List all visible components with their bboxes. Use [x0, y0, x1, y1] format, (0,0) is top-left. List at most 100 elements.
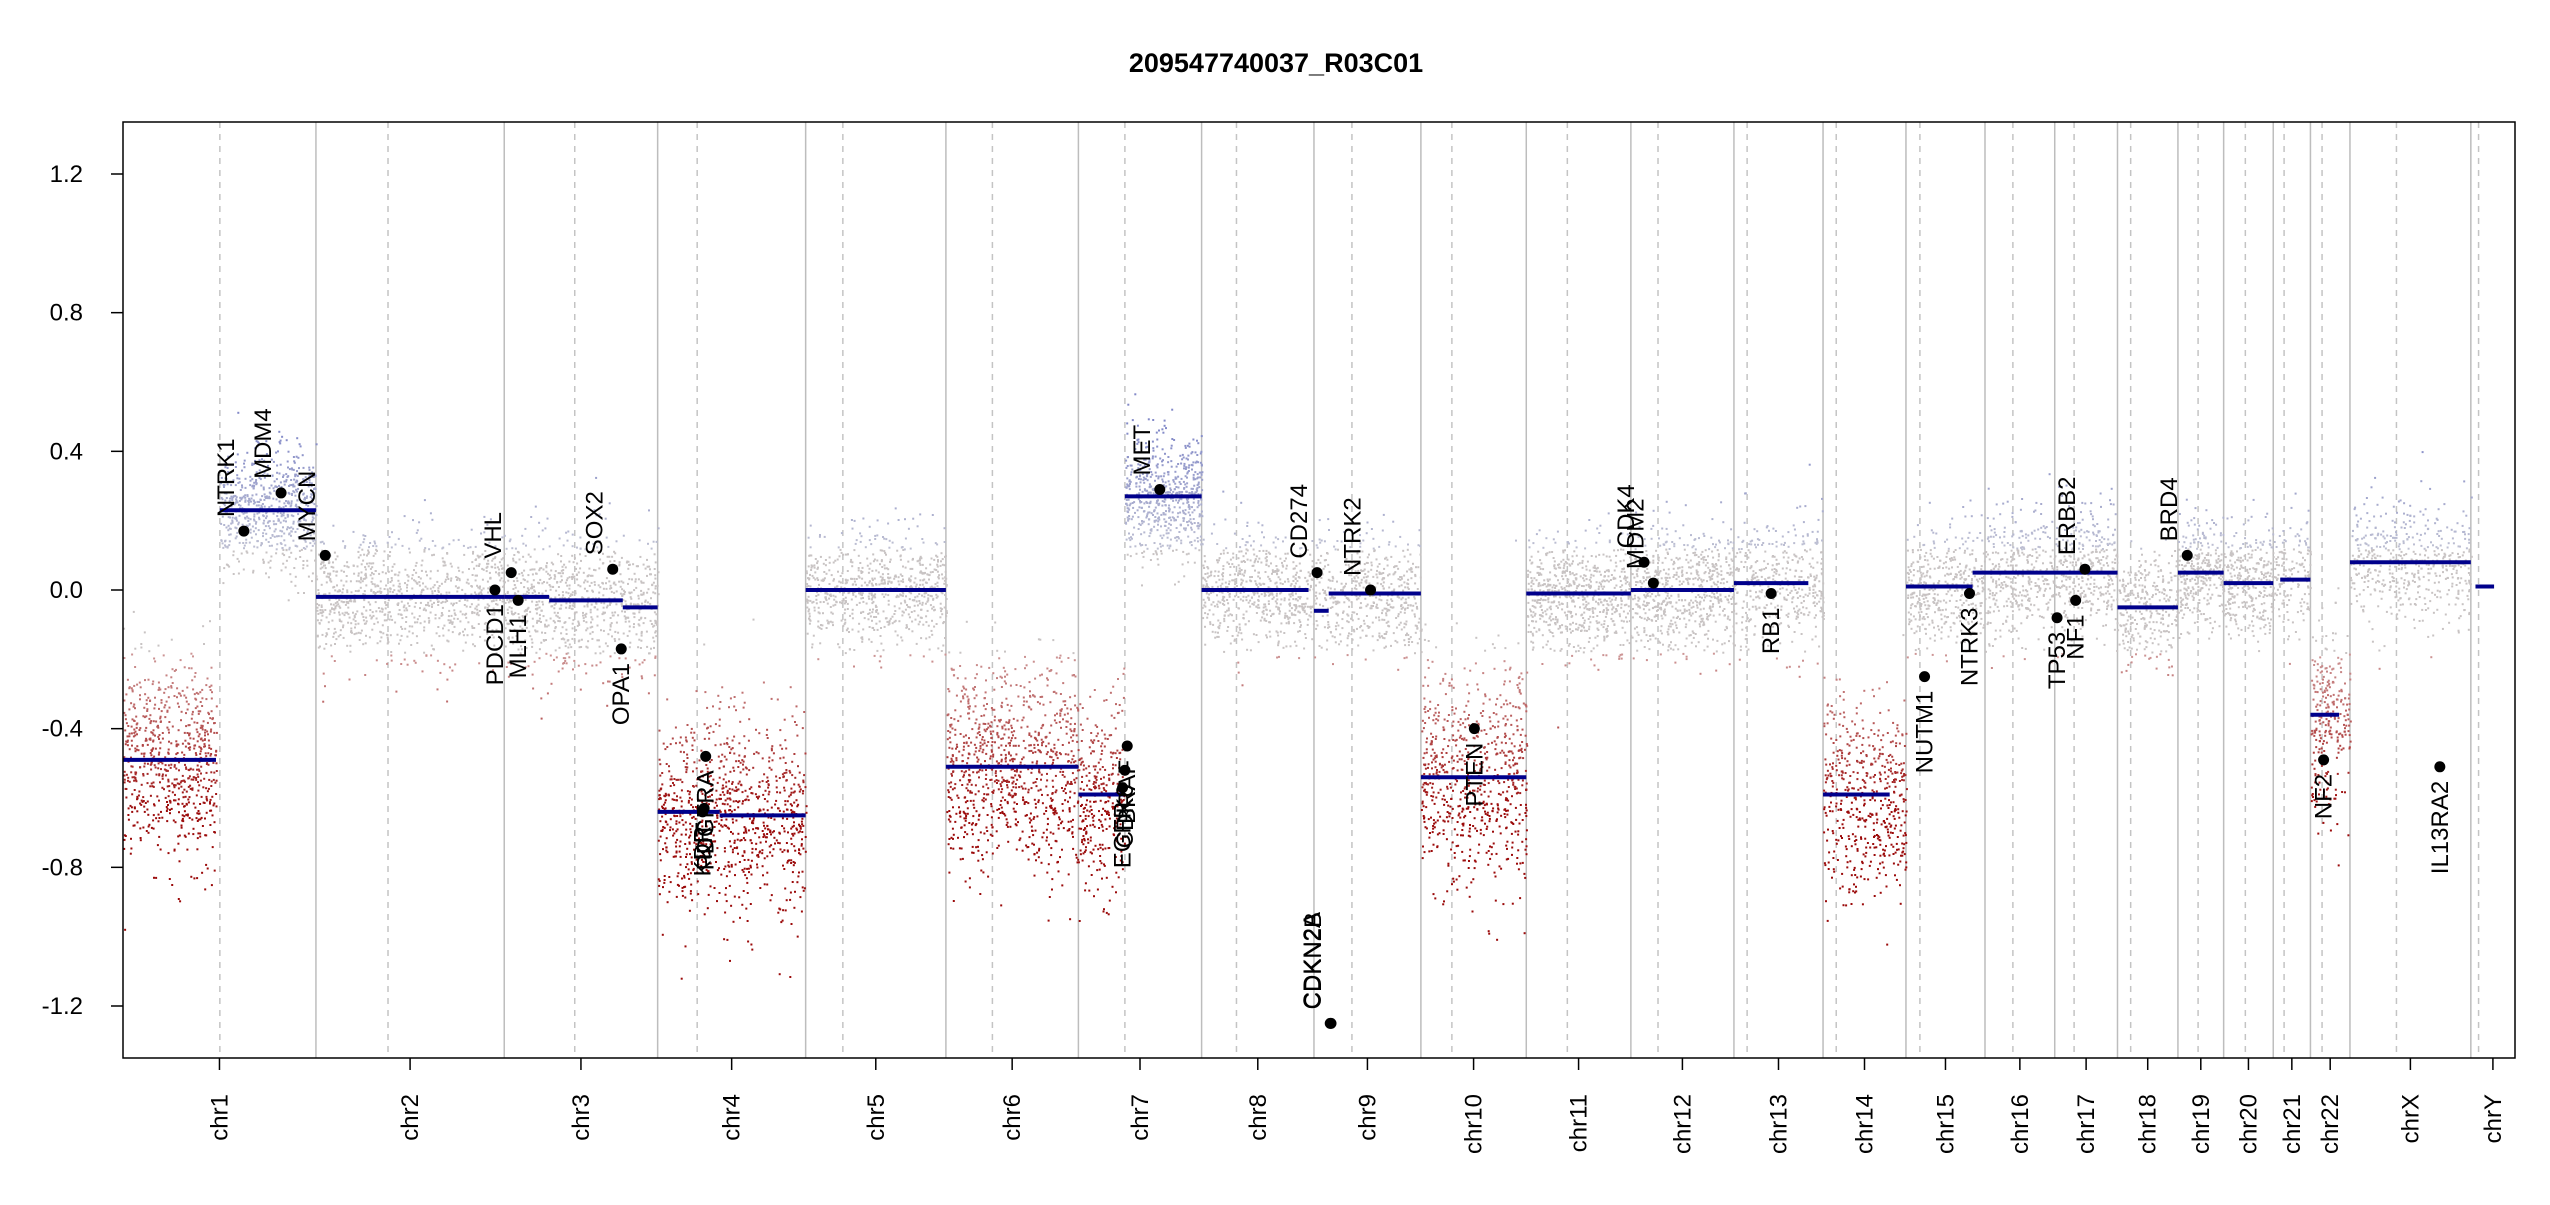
- probe-point: [753, 619, 755, 621]
- probe-point: [198, 810, 200, 812]
- probe-point: [680, 841, 682, 843]
- probe-point: [153, 658, 155, 660]
- probe-point: [197, 765, 199, 767]
- probe-point: [285, 520, 287, 522]
- probe-point: [391, 546, 393, 548]
- probe-point: [721, 686, 723, 688]
- probe-point: [914, 605, 916, 607]
- probe-point: [364, 566, 366, 568]
- probe-point: [131, 732, 133, 734]
- probe-point: [353, 531, 355, 533]
- probe-point: [786, 818, 788, 820]
- probe-point: [1054, 719, 1056, 721]
- probe-point: [143, 755, 145, 757]
- probe-point: [743, 735, 745, 737]
- probe-point: [468, 568, 470, 570]
- probe-point: [286, 479, 288, 481]
- probe-point: [328, 561, 330, 563]
- probe-point: [406, 584, 408, 586]
- probe-point: [676, 896, 678, 898]
- probe-point: [929, 574, 931, 576]
- probe-point: [404, 628, 406, 630]
- probe-point: [482, 579, 484, 581]
- probe-point: [271, 505, 273, 507]
- probe-point: [1008, 781, 1010, 783]
- probe-point: [227, 546, 229, 548]
- probe-point: [190, 768, 192, 770]
- probe-point: [1053, 744, 1055, 746]
- probe-point: [632, 612, 634, 614]
- probe-point: [467, 621, 469, 623]
- probe-point: [166, 770, 168, 772]
- probe-point: [146, 710, 148, 712]
- probe-point: [887, 581, 889, 583]
- probe-point: [486, 570, 488, 572]
- probe-point: [963, 836, 965, 838]
- probe-point: [808, 610, 810, 612]
- probe-point: [616, 590, 618, 592]
- probe-point: [546, 582, 548, 584]
- probe-point: [243, 547, 245, 549]
- probe-point: [154, 735, 156, 737]
- probe-point: [875, 605, 877, 607]
- probe-point: [786, 779, 788, 781]
- probe-point: [261, 495, 263, 497]
- probe-point: [159, 734, 161, 736]
- probe-point: [412, 632, 414, 634]
- probe-point: [365, 584, 367, 586]
- probe-point: [146, 809, 148, 811]
- probe-point: [783, 868, 785, 870]
- probe-point: [875, 583, 877, 585]
- probe-point: [495, 599, 497, 601]
- probe-point: [676, 815, 678, 817]
- probe-point: [1046, 829, 1048, 831]
- probe-point: [940, 565, 942, 567]
- probe-point: [430, 588, 432, 590]
- probe-point: [655, 622, 657, 624]
- probe-point: [771, 698, 773, 700]
- probe-point: [590, 611, 592, 613]
- probe-point: [778, 832, 780, 834]
- probe-point: [154, 704, 156, 706]
- probe-point: [371, 572, 373, 574]
- probe-point: [888, 547, 890, 549]
- probe-point: [129, 733, 131, 735]
- probe-point: [131, 806, 133, 808]
- probe-point: [300, 445, 302, 447]
- probe-point: [458, 570, 460, 572]
- probe-point: [268, 541, 270, 543]
- probe-point: [574, 634, 576, 636]
- probe-point: [925, 567, 927, 569]
- probe-point: [892, 542, 894, 544]
- probe-point: [206, 731, 208, 733]
- probe-point: [605, 642, 607, 644]
- probe-point: [662, 886, 664, 888]
- probe-point: [704, 913, 706, 915]
- probe-point: [335, 631, 337, 633]
- probe-point: [236, 520, 238, 522]
- probe-point: [264, 529, 266, 531]
- probe-point: [423, 626, 425, 628]
- probe-point: [576, 563, 578, 565]
- probe-point: [746, 882, 748, 884]
- probe-point: [436, 632, 438, 634]
- probe-point: [177, 843, 179, 845]
- probe-point: [742, 764, 744, 766]
- probe-point: [843, 598, 845, 600]
- probe-point: [131, 745, 133, 747]
- probe-point: [919, 602, 921, 604]
- probe-point: [312, 467, 314, 469]
- probe-point: [764, 798, 766, 800]
- probe-point: [707, 768, 709, 770]
- probe-point: [587, 627, 589, 629]
- probe-point: [676, 852, 678, 854]
- probe-point: [793, 802, 795, 804]
- probe-point: [530, 516, 532, 518]
- probe-point: [802, 848, 804, 850]
- probe-point: [752, 792, 754, 794]
- probe-point: [675, 842, 677, 844]
- probe-point: [685, 739, 687, 741]
- probe-point: [729, 805, 731, 807]
- probe-point: [181, 752, 183, 754]
- probe-point: [125, 714, 127, 716]
